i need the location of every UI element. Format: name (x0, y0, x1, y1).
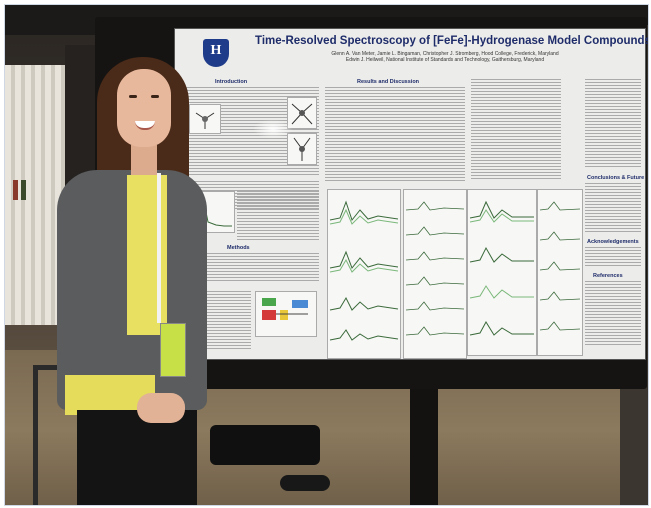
section-acknowledgements: Acknowledgements (587, 239, 639, 245)
photo-frame: Time-Resolved Spectroscopy of [FeFe]-Hyd… (4, 4, 649, 506)
references-text (585, 281, 641, 347)
spectra-figure-3 (467, 189, 537, 356)
acknowledgements-text (585, 247, 641, 267)
spectra-figure-2 (403, 189, 467, 359)
poster-authors: Glenn A. Van Meter, Jamie L. Bingaman, C… (255, 51, 635, 63)
authors-line-1: Glenn A. Van Meter, Jamie L. Bingaman, C… (331, 51, 559, 57)
section-conclusions: Conclusions & Future (587, 175, 645, 181)
poster-stand (410, 389, 438, 505)
right-text (585, 79, 641, 169)
name-badge (160, 323, 186, 377)
flash-glare (253, 119, 293, 139)
poster-title: Time-Resolved Spectroscopy of [FeFe]-Hyd… (255, 35, 649, 47)
section-references: References (593, 273, 623, 279)
conclusions-text (585, 183, 641, 233)
spectra-figure-1 (327, 189, 401, 359)
intro-text-3 (237, 191, 319, 241)
shoe (280, 475, 330, 491)
results-text (325, 87, 465, 182)
research-poster: Time-Resolved Spectroscopy of [FeFe]-Hyd… (175, 29, 649, 359)
left-eye (129, 95, 137, 98)
bottles-on-shelf (13, 180, 33, 200)
molecule-figure-1 (189, 104, 221, 134)
face (117, 69, 171, 147)
smile (135, 121, 155, 130)
right-eye (151, 95, 159, 98)
college-seal-icon (203, 39, 229, 67)
apparatus-diagram (255, 291, 317, 337)
lanyard (157, 173, 161, 323)
yellow-shirt (127, 175, 167, 335)
discussion-text (471, 79, 561, 179)
spectra-figure-4 (537, 189, 583, 356)
authors-line-2: Edwin J. Heilweil, National Institute of… (345, 57, 545, 63)
clasped-hands (137, 393, 185, 423)
seated-person-leg (210, 425, 320, 465)
chair (33, 365, 72, 505)
section-methods: Methods (227, 245, 250, 251)
section-introduction: Introduction (215, 79, 248, 85)
neck (131, 145, 157, 175)
black-pants (77, 410, 197, 505)
section-results: Results and Discussion (357, 79, 420, 85)
